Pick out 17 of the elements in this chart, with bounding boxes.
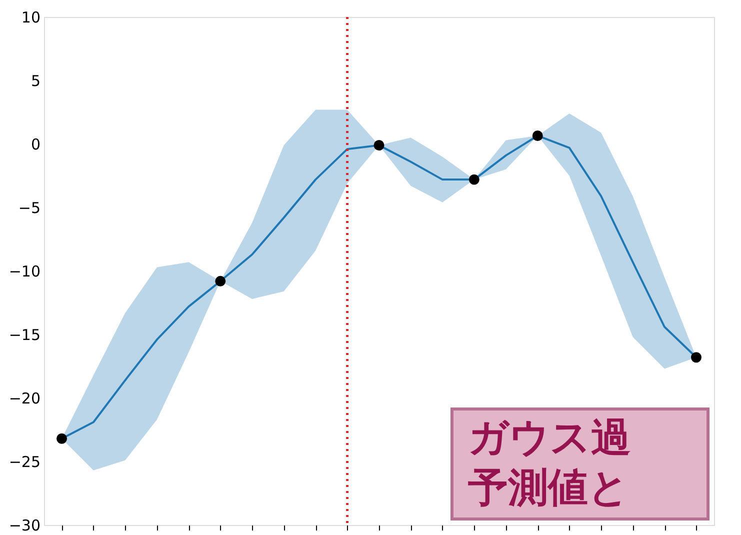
point	[215, 276, 226, 286]
point	[532, 130, 543, 141]
y-tick-label: 5	[30, 72, 40, 90]
y-tick-label: −25	[8, 453, 40, 471]
point	[690, 352, 702, 363]
annotation: 予測値と	[467, 465, 629, 511]
y-tick-label: −15	[8, 326, 40, 344]
y-tick-label: 0	[30, 136, 40, 154]
y-tick-label: −10	[8, 262, 40, 280]
y-tick-label: −20	[8, 390, 40, 408]
point	[374, 140, 384, 151]
point	[468, 174, 480, 185]
y-tick-label: −30	[8, 516, 40, 534]
y-tick-label: 10	[21, 8, 40, 26]
annotation: ガウス過	[468, 415, 631, 461]
y-tick-label: −5	[18, 199, 40, 217]
point	[56, 433, 68, 444]
